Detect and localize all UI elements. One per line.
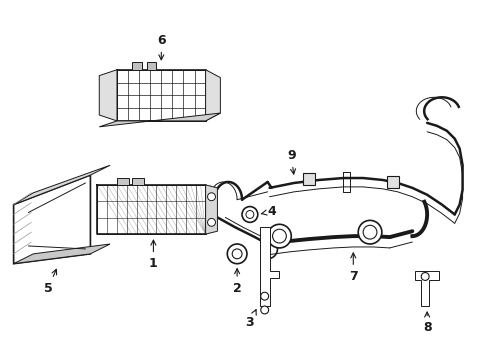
Circle shape (245, 211, 253, 219)
Text: 8: 8 (422, 312, 430, 334)
Circle shape (207, 193, 215, 201)
Polygon shape (131, 62, 142, 70)
Circle shape (267, 224, 291, 248)
Circle shape (420, 273, 428, 280)
Polygon shape (99, 70, 117, 121)
Polygon shape (14, 165, 110, 204)
Text: 9: 9 (286, 149, 295, 174)
Text: 3: 3 (245, 310, 256, 329)
Polygon shape (205, 185, 217, 234)
Circle shape (260, 306, 268, 314)
Text: 4: 4 (261, 205, 275, 218)
Polygon shape (14, 244, 110, 264)
Polygon shape (386, 176, 398, 188)
Polygon shape (414, 271, 438, 306)
Text: 7: 7 (348, 253, 357, 283)
Text: 1: 1 (149, 240, 158, 270)
Polygon shape (117, 178, 128, 185)
Polygon shape (99, 113, 220, 127)
Circle shape (260, 292, 268, 300)
Polygon shape (14, 175, 90, 264)
Circle shape (207, 219, 215, 226)
Polygon shape (259, 227, 279, 306)
Circle shape (272, 229, 286, 243)
Polygon shape (303, 173, 314, 185)
Polygon shape (146, 62, 156, 70)
Polygon shape (97, 185, 205, 234)
Polygon shape (131, 178, 143, 185)
Circle shape (363, 225, 376, 239)
Circle shape (232, 249, 242, 259)
Text: 2: 2 (232, 269, 241, 295)
Polygon shape (205, 70, 220, 121)
Text: 5: 5 (43, 269, 57, 295)
Polygon shape (117, 70, 205, 121)
Text: 6: 6 (157, 34, 165, 60)
Circle shape (358, 220, 381, 244)
Circle shape (227, 244, 246, 264)
Circle shape (242, 207, 257, 222)
